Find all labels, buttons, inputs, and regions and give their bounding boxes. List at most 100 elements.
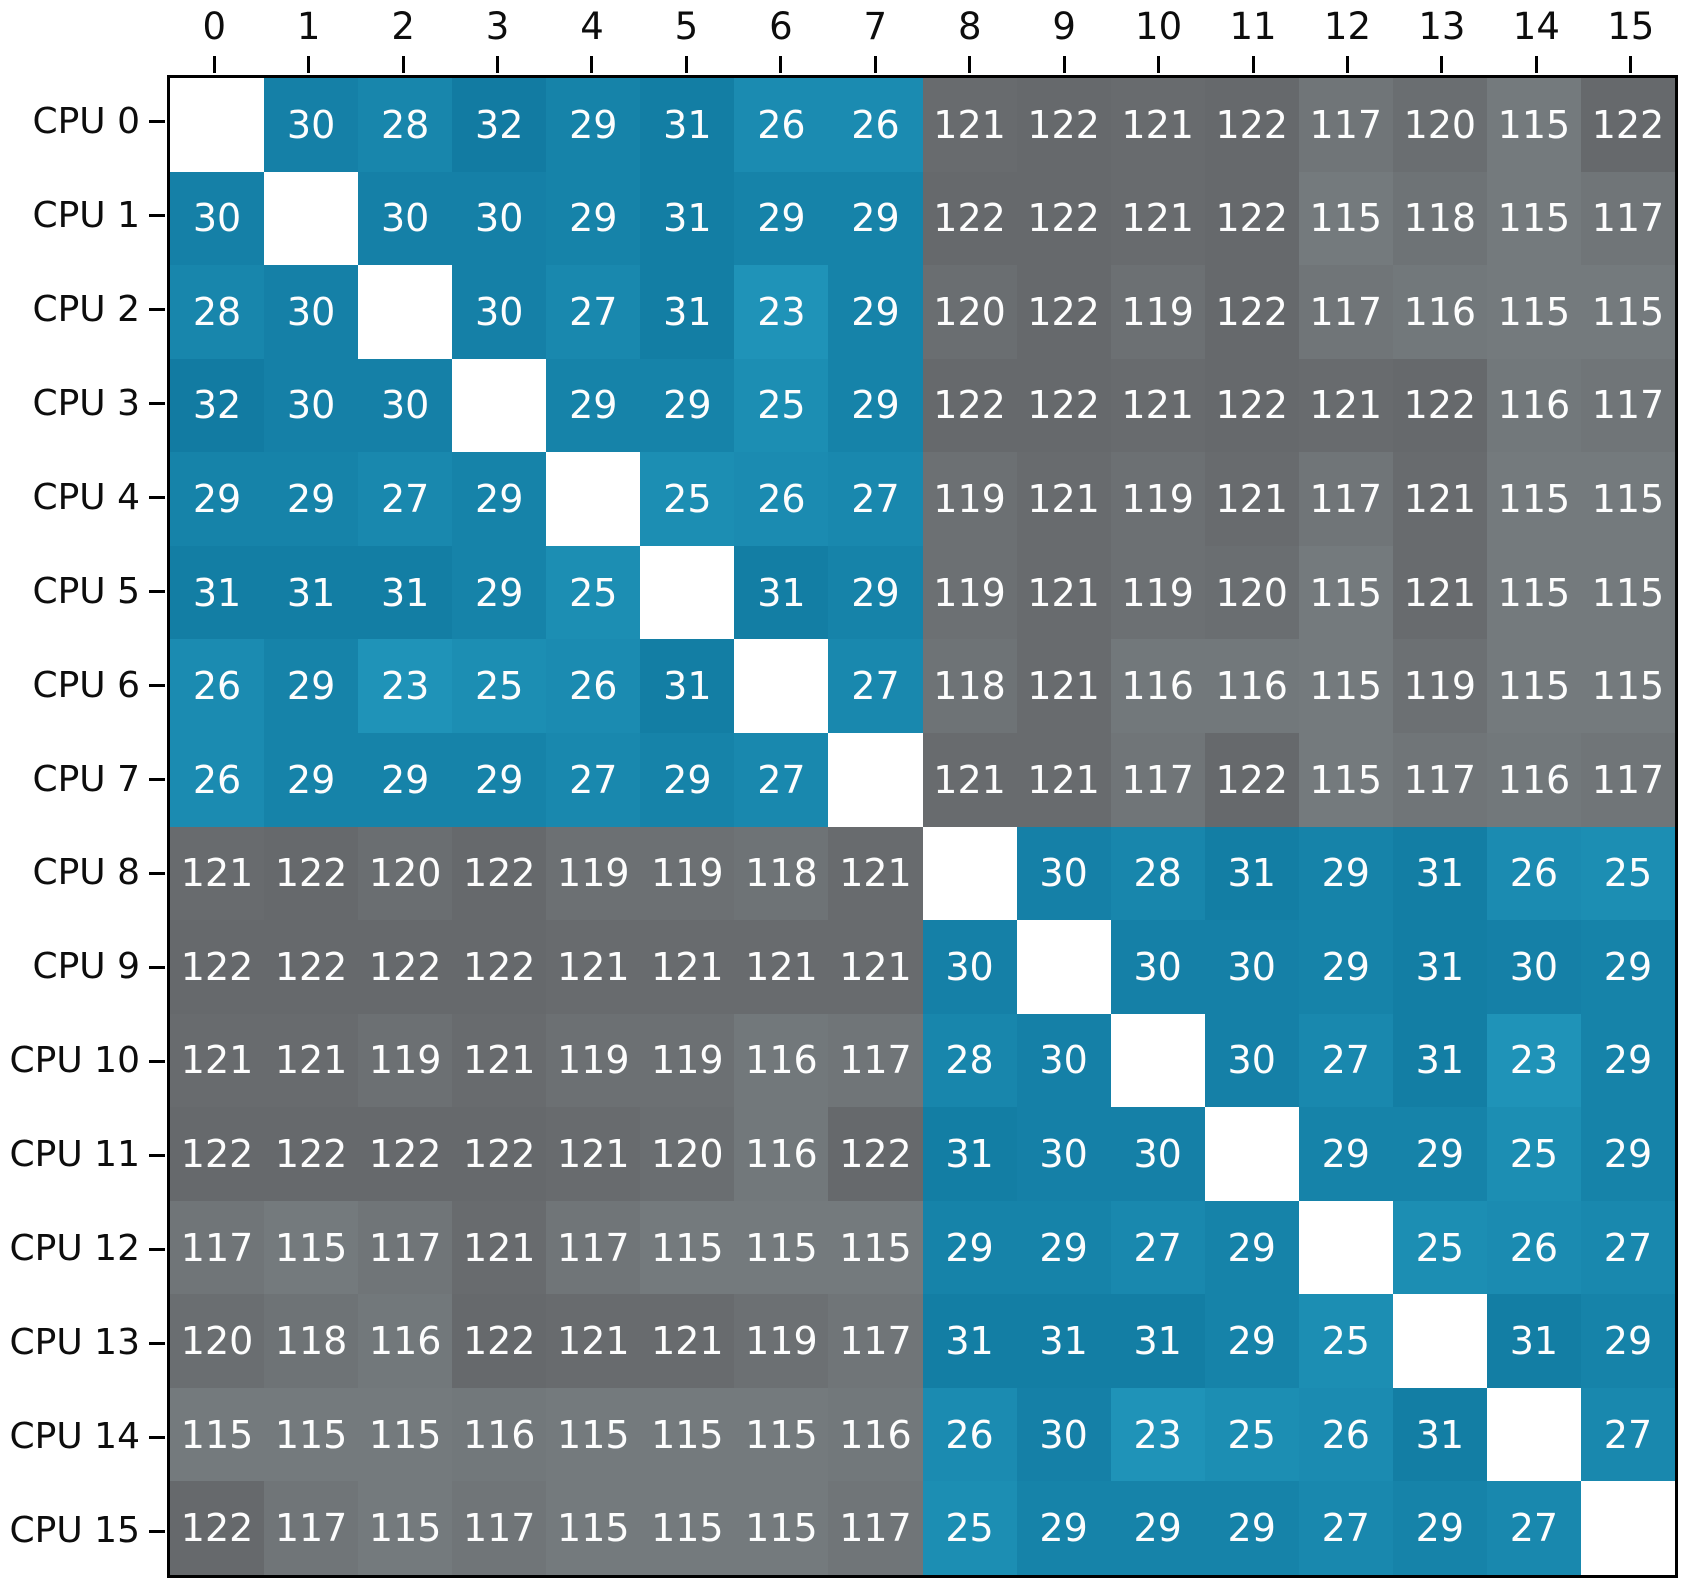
matrix-cell: 29 — [264, 452, 359, 546]
matrix-cell: 27 — [1486, 1481, 1581, 1575]
matrix-cell: 122 — [170, 1481, 265, 1575]
matrix-diagonal-cell — [640, 545, 735, 640]
matrix-cell: 119 — [734, 1294, 829, 1388]
y-tick — [149, 402, 165, 406]
matrix-cell: 30 — [264, 265, 359, 359]
matrix-cell: 115 — [264, 1200, 359, 1295]
matrix-cell: 29 — [640, 732, 735, 827]
matrix-cell: 27 — [828, 639, 923, 733]
matrix-cell: 122 — [828, 1107, 923, 1201]
matrix-cell: 31 — [1110, 1294, 1205, 1388]
y-tick — [149, 120, 165, 124]
matrix-cell: 26 — [828, 78, 923, 172]
matrix-cell: 121 — [922, 732, 1017, 827]
y-tick-label: CPU 0 — [32, 100, 140, 142]
x-tick — [1440, 56, 1444, 73]
matrix-cell: 122 — [452, 1107, 547, 1201]
matrix-cell: 29 — [546, 171, 641, 266]
x-tick — [401, 56, 405, 73]
x-tick — [873, 56, 877, 73]
matrix-cell: 117 — [828, 1013, 923, 1108]
matrix-cell: 121 — [452, 1013, 547, 1108]
x-tick — [1534, 56, 1538, 73]
matrix-cell: 117 — [264, 1481, 359, 1575]
matrix-cell: 119 — [546, 1013, 641, 1108]
matrix-cell: 117 — [1298, 265, 1393, 359]
matrix-cell: 115 — [734, 1481, 829, 1575]
y-tick-label: CPU 5 — [32, 570, 140, 612]
matrix-cell: 115 — [1580, 545, 1675, 640]
matrix-cell: 29 — [1580, 920, 1675, 1014]
y-tick — [149, 1435, 165, 1439]
x-tick-label: 11 — [1229, 5, 1277, 48]
matrix-cell: 115 — [640, 1481, 735, 1575]
matrix-cell: 115 — [828, 1200, 923, 1295]
matrix-cell: 30 — [1016, 1387, 1111, 1482]
matrix-cell: 116 — [1486, 732, 1581, 827]
matrix-cell: 29 — [452, 545, 547, 640]
matrix-cell: 116 — [1110, 639, 1205, 733]
y-tick-label: CPU 15 — [9, 1510, 140, 1552]
x-tick-label: 9 — [1052, 5, 1076, 48]
matrix-cell: 29 — [828, 545, 923, 640]
x-tick-label: 4 — [580, 5, 604, 48]
matrix-cell: 122 — [1204, 732, 1299, 827]
matrix-cell: 119 — [1110, 545, 1205, 640]
matrix-cell: 116 — [358, 1294, 453, 1388]
matrix-cell: 31 — [1392, 1013, 1487, 1108]
matrix-cell: 31 — [922, 1294, 1017, 1388]
x-tick-label: 3 — [485, 5, 510, 48]
matrix-cell: 121 — [1110, 171, 1205, 266]
matrix-cell: 122 — [452, 1294, 547, 1388]
matrix-cell: 120 — [640, 1107, 735, 1201]
matrix-cell: 119 — [546, 826, 641, 921]
y-tick — [149, 1059, 165, 1063]
latency-matrix: 30 28 32 29 31 26 26 121 122 121 122 117 120 115 122 30… — [167, 75, 1678, 1578]
x-tick-label: 2 — [391, 5, 415, 48]
matrix-cell: 23 — [1110, 1387, 1205, 1482]
matrix-cell: 30 — [1016, 826, 1111, 921]
matrix-cell: 31 — [358, 545, 453, 640]
matrix-cell: 121 — [828, 826, 923, 921]
matrix-cell: 29 — [734, 171, 829, 266]
matrix-cell: 120 — [358, 826, 453, 921]
matrix-cell: 30 — [1204, 920, 1299, 1014]
y-tick — [149, 590, 165, 594]
y-tick-label: CPU 4 — [32, 476, 140, 518]
x-tick — [684, 56, 688, 73]
matrix-cell: 25 — [640, 452, 735, 546]
matrix-diagonal-cell — [170, 78, 265, 172]
matrix-cell: 117 — [828, 1481, 923, 1575]
matrix-cell: 25 — [452, 639, 547, 733]
matrix-cell: 29 — [1016, 1200, 1111, 1295]
matrix-cell: 115 — [640, 1200, 735, 1295]
matrix-cell: 30 — [452, 265, 547, 359]
y-tick-label: CPU 8 — [32, 852, 140, 894]
matrix-cell: 29 — [1392, 1107, 1487, 1201]
matrix-cell: 29 — [264, 732, 359, 827]
x-tick — [779, 56, 783, 73]
matrix-cell: 30 — [264, 78, 359, 172]
matrix-cell: 31 — [1204, 826, 1299, 921]
matrix-cell: 31 — [734, 545, 829, 640]
matrix-cell: 115 — [546, 1387, 641, 1482]
matrix-cell: 122 — [1016, 78, 1111, 172]
matrix-cell: 115 — [358, 1387, 453, 1482]
matrix-cell: 119 — [922, 545, 1017, 640]
matrix-cell: 29 — [828, 171, 923, 266]
x-tick-label: 10 — [1135, 5, 1183, 48]
matrix-cell: 30 — [264, 358, 359, 453]
matrix-cell: 115 — [1298, 732, 1393, 827]
matrix-cell: 29 — [1204, 1200, 1299, 1295]
matrix-diagonal-cell — [1110, 1013, 1205, 1108]
matrix-cell: 117 — [1580, 732, 1675, 827]
matrix-cell: 116 — [1204, 639, 1299, 733]
matrix-cell: 122 — [1204, 358, 1299, 453]
matrix-cell: 118 — [1392, 171, 1487, 266]
y-tick-label: CPU 1 — [32, 194, 140, 236]
x-tick — [1062, 56, 1066, 73]
matrix-cell: 29 — [1298, 920, 1393, 1014]
y-tick-label: CPU 3 — [32, 382, 140, 424]
matrix-cell: 29 — [170, 452, 265, 546]
matrix-cell: 122 — [922, 358, 1017, 453]
